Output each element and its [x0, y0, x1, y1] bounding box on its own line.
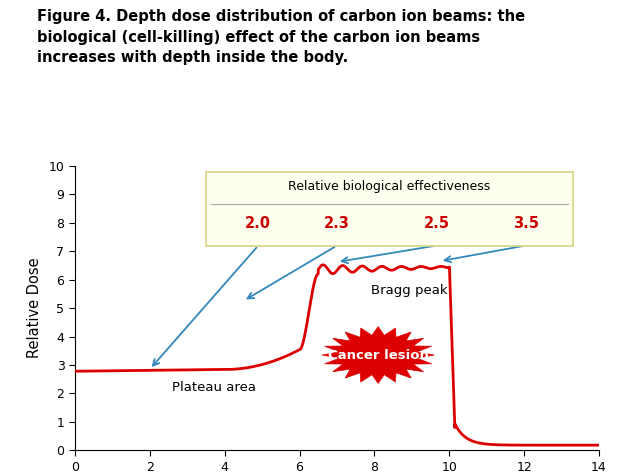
Text: 2.0: 2.0	[245, 216, 271, 231]
Text: Bragg peak: Bragg peak	[371, 284, 447, 297]
FancyBboxPatch shape	[206, 172, 573, 246]
Y-axis label: Relative Dose: Relative Dose	[27, 258, 42, 358]
Text: Plateau area: Plateau area	[172, 381, 256, 393]
Polygon shape	[322, 327, 434, 383]
Text: 2.3: 2.3	[324, 216, 350, 231]
Text: Cancer lesion: Cancer lesion	[328, 348, 429, 362]
Text: Figure 4. Depth dose distribution of carbon ion beams: the
biological (cell-kill: Figure 4. Depth dose distribution of car…	[37, 9, 525, 65]
Text: 2.5: 2.5	[424, 216, 449, 231]
Text: 3.5: 3.5	[513, 216, 539, 231]
Text: Relative biological effectiveness: Relative biological effectiveness	[288, 180, 490, 193]
